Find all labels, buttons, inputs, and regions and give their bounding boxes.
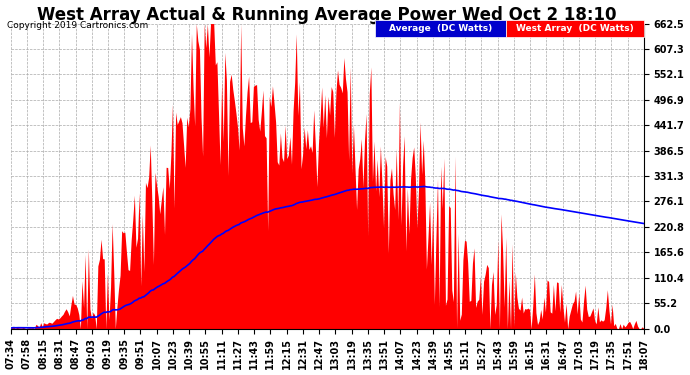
Text: West Array  (DC Watts): West Array (DC Watts) — [516, 24, 633, 33]
Title: West Array Actual & Running Average Power Wed Oct 2 18:10: West Array Actual & Running Average Powe… — [37, 6, 617, 24]
Text: Average  (DC Watts): Average (DC Watts) — [388, 24, 492, 33]
Text: Copyright 2019 Cartronics.com: Copyright 2019 Cartronics.com — [7, 21, 148, 30]
